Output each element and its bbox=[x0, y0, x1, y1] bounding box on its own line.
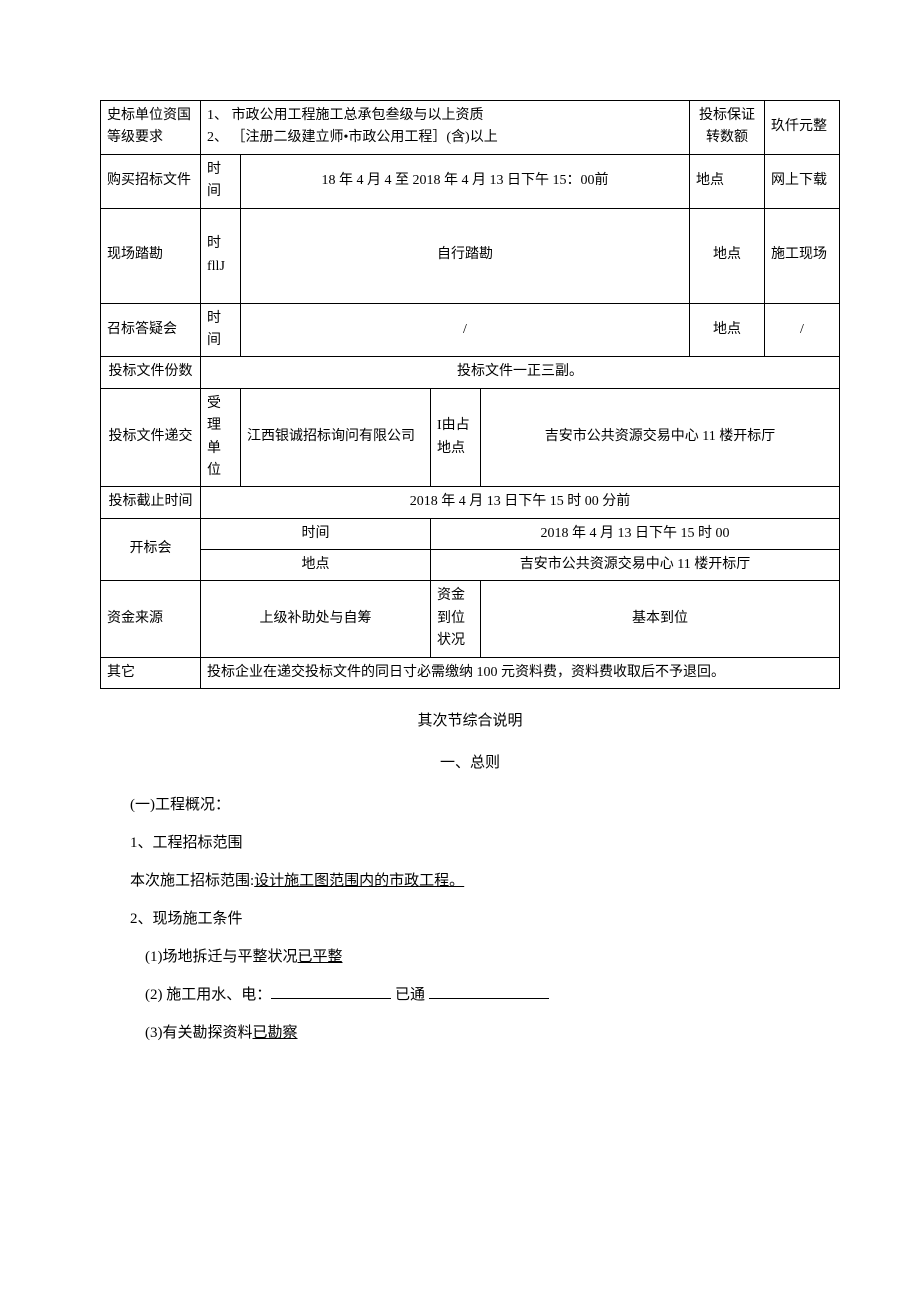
cell-deadline-label: 投标截止时间 bbox=[101, 487, 201, 518]
cell-purchase-time-label: 时间 bbox=[201, 154, 241, 208]
p-cond3: (3)有关勘探资料已勘察 bbox=[100, 1021, 840, 1045]
cell-purchase-label: 购买招标文件 bbox=[101, 154, 201, 208]
cell-survey-label: 现场踏勘 bbox=[101, 208, 201, 303]
cell-survey-loc: 施工现场 bbox=[765, 208, 840, 303]
qual-line1: 1、 市政公用工程施工总承包叁级与以上资质 bbox=[207, 105, 683, 127]
p-conditions-heading: 2、现场施工条件 bbox=[100, 907, 840, 931]
cell-copies-content: 投标文件一正三副。 bbox=[201, 357, 840, 388]
cell-qualification-content: 1、 市政公用工程施工总承包叁级与以上资质 2、 ［注册二级建立师•市政公用工程… bbox=[201, 101, 690, 155]
cell-opening-label: 开标会 bbox=[101, 518, 201, 581]
cell-submit-loc-label: I由占地点 bbox=[431, 388, 481, 487]
cell-submit-unit: 江西银诚招标询问有限公司 bbox=[241, 388, 431, 487]
p7-pre: (3)有关勘探资料 bbox=[145, 1025, 253, 1041]
p6-blank1 bbox=[271, 984, 391, 999]
p5-pre: (1)场地拆迁与平整状况 bbox=[145, 949, 298, 965]
cell-deposit-label: 投标保证转数额 bbox=[690, 101, 765, 155]
cell-purchase-loc: 网上下载 bbox=[765, 154, 840, 208]
cell-purchase-time: 18 年 4 月 4 至 2018 年 4 月 13 日下午 15：00前 bbox=[241, 154, 690, 208]
cell-survey-content: 自行踏勘 bbox=[241, 208, 690, 303]
p6-blank2 bbox=[429, 984, 549, 999]
p-cond1: (1)场地拆迁与平整状况已平整 bbox=[100, 945, 840, 969]
p5-underline: 已平整 bbox=[298, 949, 343, 965]
cell-funding-label: 资金来源 bbox=[101, 581, 201, 657]
cell-copies-label: 投标文件份数 bbox=[101, 357, 201, 388]
cell-funding-status: 基本到位 bbox=[481, 581, 840, 657]
p6-mid: 已通 bbox=[395, 987, 425, 1003]
cell-deposit-value: 玖仟元整 bbox=[765, 101, 840, 155]
cell-submit-unit-label: 受理单位 bbox=[201, 388, 241, 487]
p3-underline: 设计施工图范围内的市政工程。 bbox=[254, 873, 464, 889]
cell-funding-source: 上级补助处与自筹 bbox=[201, 581, 431, 657]
cell-other-label: 其它 bbox=[101, 657, 201, 688]
cell-submit-label: 投标文件递交 bbox=[101, 388, 201, 487]
cell-qualification-label: 史标单位资国等级要求 bbox=[101, 101, 201, 155]
p3-pre: 本次施工招标范围: bbox=[130, 873, 254, 889]
cell-opening-time-label: 时间 bbox=[201, 518, 431, 549]
qual-line2: 2、 ［注册二级建立师•市政公用工程］(含)以上 bbox=[207, 127, 683, 149]
cell-opening-loc: 吉安市公共资源交易中心 11 楼开标厅 bbox=[431, 550, 840, 581]
cell-purchase-loc-label: 地点 bbox=[690, 154, 765, 208]
bid-info-table: 史标单位资国等级要求 1、 市政公用工程施工总承包叁级与以上资质 2、 ［注册二… bbox=[100, 100, 840, 689]
sub-title: 一、总则 bbox=[100, 751, 840, 775]
cell-qa-time-label: 时间 bbox=[201, 303, 241, 357]
section-title: 其次节综合说明 bbox=[100, 709, 840, 733]
cell-submit-loc: 吉安市公共资源交易中心 11 楼开标厅 bbox=[481, 388, 840, 487]
p7-underline: 已勘察 bbox=[253, 1025, 298, 1041]
p-cond2: (2) 施工用水、电： 已通 bbox=[100, 983, 840, 1007]
p-overview: (一)工程概况： bbox=[100, 793, 840, 817]
cell-opening-loc-label: 地点 bbox=[201, 550, 431, 581]
cell-survey-time-label: 时fllJ bbox=[201, 208, 241, 303]
cell-survey-loc-label: 地点 bbox=[690, 208, 765, 303]
cell-funding-status-label: 资金到位状况 bbox=[431, 581, 481, 657]
cell-opening-time: 2018 年 4 月 13 日下午 15 时 00 bbox=[431, 518, 840, 549]
cell-qa-label: 召标答疑会 bbox=[101, 303, 201, 357]
p-scope-heading: 1、工程招标范围 bbox=[100, 831, 840, 855]
cell-qa-time: / bbox=[241, 303, 690, 357]
p-scope-body: 本次施工招标范围:设计施工图范围内的市政工程。 bbox=[100, 869, 840, 893]
cell-qa-loc: / bbox=[765, 303, 840, 357]
p6-pre: (2) 施工用水、电： bbox=[145, 987, 271, 1003]
cell-qa-loc-label: 地点 bbox=[690, 303, 765, 357]
cell-other-content: 投标企业在递交投标文件的同日寸必需缴纳 100 元资料费，资料费收取后不予退回。 bbox=[201, 657, 840, 688]
cell-deadline: 2018 年 4 月 13 日下午 15 时 00 分前 bbox=[201, 487, 840, 518]
